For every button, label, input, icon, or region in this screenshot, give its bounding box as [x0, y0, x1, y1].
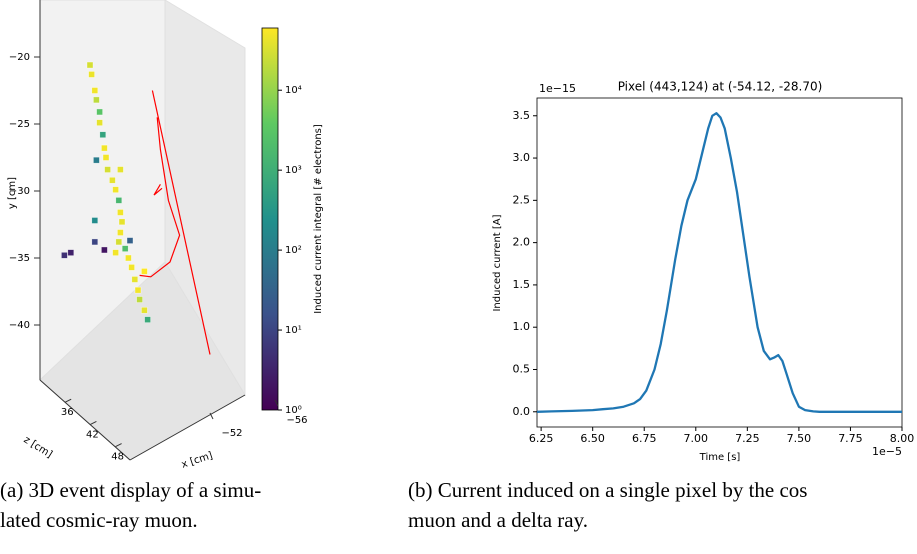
y-tick-label: 2.0 [513, 236, 531, 249]
y-tick-label: 0.0 [513, 405, 531, 418]
y-tick-label: −35 [9, 253, 30, 264]
x-tick-label: 7.00 [684, 432, 709, 445]
panes [39, 0, 246, 461]
y-axis-label: y [cm] [7, 177, 18, 209]
pixel [91, 238, 99, 246]
x-tick-label: 6.75 [632, 432, 657, 445]
pixel [134, 286, 142, 294]
y-axis-label: Induced current [A] [492, 214, 503, 311]
x-tick-label: 8.00 [890, 432, 915, 445]
pixel [117, 229, 124, 236]
pixel [131, 276, 139, 283]
colorbar [261, 27, 279, 411]
pixel [112, 249, 119, 256]
x-tick-label: −52 [221, 428, 242, 439]
pixel [96, 108, 103, 116]
x-tick-label: −56 [286, 415, 307, 426]
x-axis-label: x [cm] [180, 450, 214, 470]
caption-line: (b) Current induced on a single pixel by… [408, 478, 807, 502]
pixel [126, 237, 134, 244]
y-tick-label: −30 [9, 186, 30, 197]
z-tick [64, 398, 72, 403]
colorbar-tick-label: 10⁰ [285, 405, 302, 416]
pixel [136, 296, 143, 303]
y-tick-label: 3.5 [513, 109, 531, 122]
pixel [104, 166, 111, 173]
pixel [144, 316, 151, 323]
x-axis-label: Time [s] [699, 452, 741, 463]
colorbar-label: Induced current integral [# electrons] [313, 124, 324, 314]
pixel [101, 144, 108, 152]
y-tick-label: −40 [9, 320, 30, 331]
pixel [141, 306, 148, 314]
colorbar-tick-label: 10² [285, 245, 302, 256]
y-tick-label: 1.5 [513, 278, 531, 291]
x-tick [209, 412, 214, 420]
pixel [86, 61, 94, 69]
chart-title: Pixel (443,124) at (-54.12, -28.70) [618, 80, 823, 94]
line [536, 112, 902, 413]
x-tick-label: 6.25 [529, 432, 554, 445]
y-tick-label: 2.5 [513, 193, 531, 206]
pixel [61, 252, 68, 259]
z-tick [90, 420, 97, 425]
y-tick-label: 0.5 [513, 362, 531, 375]
pixel [112, 186, 119, 193]
x-tick [274, 399, 279, 407]
z-tick-label: 42 [86, 429, 99, 440]
pixel [93, 156, 100, 164]
z-axis-label: z [cm] [21, 434, 54, 460]
pixel [99, 131, 107, 139]
z-tick [115, 443, 122, 448]
pixel [96, 119, 103, 126]
y-tick-label: 3.0 [513, 151, 531, 164]
x-tick-label: 6.50 [580, 432, 605, 445]
plot-frame [536, 97, 903, 428]
z-axis-line [39, 379, 131, 461]
track [139, 90, 211, 355]
y-tick-label: −20 [9, 52, 30, 63]
y-tick-label: −25 [9, 119, 30, 130]
pixel [88, 71, 95, 78]
pixel [125, 254, 132, 262]
caption-line: muon and a delta ray. [408, 508, 588, 532]
y-tick-label: 1.0 [513, 320, 531, 333]
pixel [117, 209, 124, 216]
pixel [141, 268, 148, 275]
pixel [128, 264, 135, 271]
colorbar-tick-label: 10⁴ [285, 85, 302, 96]
pixel [67, 249, 75, 256]
pixel [121, 245, 129, 252]
pixel [101, 246, 108, 254]
pixel [91, 87, 99, 94]
y-offset: 1e−15 [539, 82, 576, 95]
z-tick-label: 48 [111, 452, 124, 463]
x-tick-label: 7.50 [787, 432, 812, 445]
colorbar-tick-label: 10³ [285, 165, 302, 176]
pixel [93, 96, 100, 104]
pixel [118, 218, 126, 226]
pixel [115, 197, 123, 204]
pixel [102, 154, 110, 161]
pixel [115, 238, 123, 246]
pixel [109, 176, 116, 184]
x-axis-line [129, 394, 246, 461]
caption-line: lated cosmic-ray muon. [0, 508, 198, 532]
x-tick-label: 7.25 [735, 432, 760, 445]
x-offset: 1e−5 [872, 445, 902, 458]
pixel [91, 217, 99, 224]
caption-line: (a) 3D event display of a simu- [0, 478, 261, 502]
colorbar-tick-label: 10¹ [285, 325, 302, 336]
z-tick-label: 36 [61, 407, 74, 418]
x-tick-label: 7.75 [838, 432, 863, 445]
pixel [117, 166, 124, 173]
